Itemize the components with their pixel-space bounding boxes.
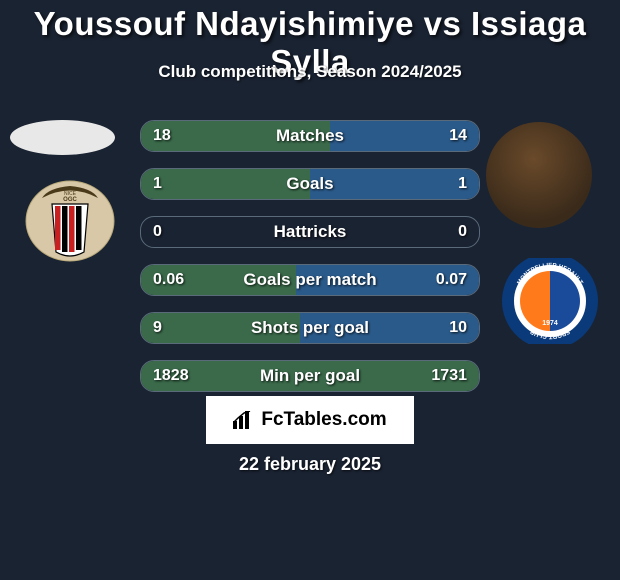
stat-row-mpg: 1828 Min per goal 1731 <box>140 360 480 392</box>
stat-row-spg: 9 Shots per goal 10 <box>140 312 480 344</box>
stat-val-right: 10 <box>449 313 467 343</box>
stat-label: Min per goal <box>141 361 479 391</box>
stat-label: Goals per match <box>141 265 479 295</box>
club-right-crest: MONTPELLIER HERAULT SPORT CLUB 1974 <box>502 258 598 344</box>
svg-text:OGC: OGC <box>63 197 77 203</box>
stat-val-right: 1 <box>458 169 467 199</box>
branding-text: FcTables.com <box>261 409 386 431</box>
stat-label: Hattricks <box>141 217 479 247</box>
stats-area: 18 Matches 14 1 Goals 1 0 Hattricks 0 0.… <box>140 120 480 408</box>
branding-box: FcTables.com <box>206 396 414 444</box>
svg-text:NICE: NICE <box>64 191 77 197</box>
page-subtitle: Club competitions, Season 2024/2025 <box>0 62 620 82</box>
stat-val-right: 1731 <box>431 361 467 391</box>
stat-row-hattricks: 0 Hattricks 0 <box>140 216 480 248</box>
stat-val-right: 0 <box>458 217 467 247</box>
stat-row-gpm: 0.06 Goals per match 0.07 <box>140 264 480 296</box>
player-left-photo <box>10 120 115 155</box>
stat-val-right: 14 <box>449 121 467 151</box>
infographic-container: Youssouf Ndayishimiye vs Issiaga Sylla C… <box>0 0 620 580</box>
date-text: 22 february 2025 <box>0 454 620 475</box>
club-left-crest: OGC NICE <box>22 178 118 264</box>
stat-row-matches: 18 Matches 14 <box>140 120 480 152</box>
player-right-photo <box>486 122 592 228</box>
stat-row-goals: 1 Goals 1 <box>140 168 480 200</box>
stat-label: Goals <box>141 169 479 199</box>
stat-val-right: 0.07 <box>436 265 467 295</box>
stat-label: Matches <box>141 121 479 151</box>
chart-icon <box>233 411 255 429</box>
svg-text:1974: 1974 <box>542 320 558 327</box>
stat-label: Shots per goal <box>141 313 479 343</box>
